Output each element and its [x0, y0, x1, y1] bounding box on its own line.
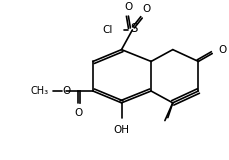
Text: OH: OH [114, 124, 130, 135]
Text: S: S [131, 22, 138, 35]
Text: O: O [142, 4, 150, 14]
Text: O: O [74, 108, 82, 118]
Text: O: O [62, 86, 71, 96]
Text: Cl: Cl [102, 25, 113, 35]
Text: CH₃: CH₃ [30, 86, 49, 96]
Text: O: O [124, 2, 133, 12]
Text: O: O [218, 45, 226, 55]
